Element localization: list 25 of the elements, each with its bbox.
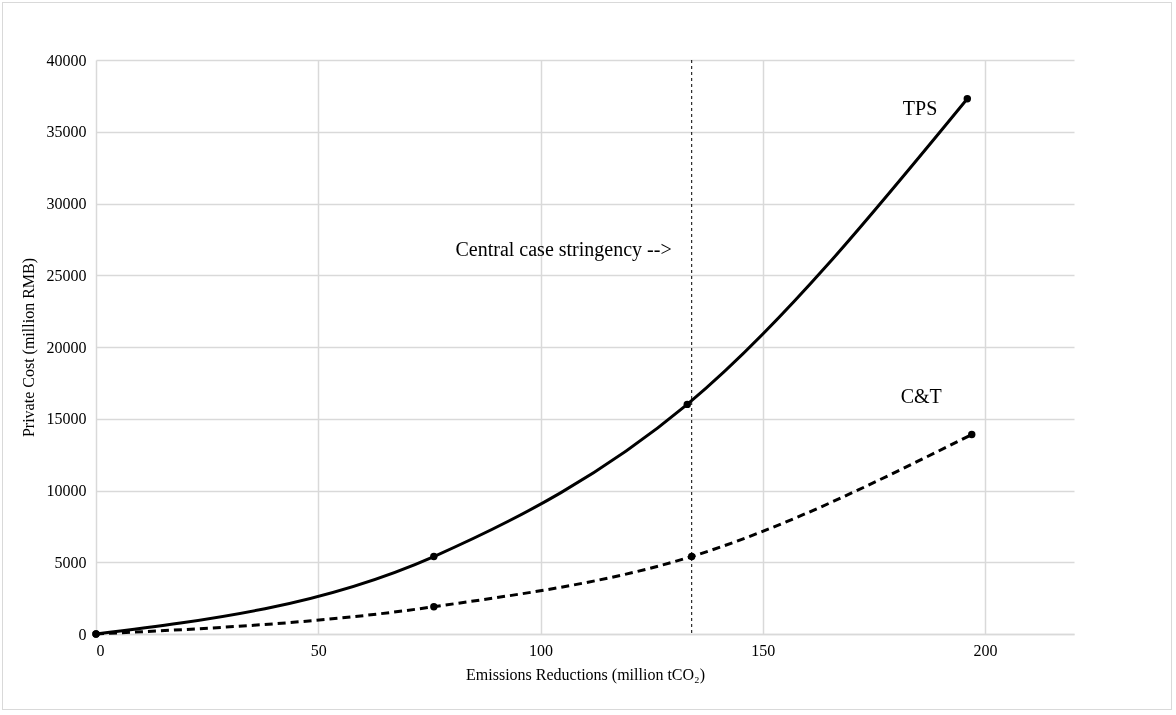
y-tick-label: 20000	[46, 338, 87, 356]
point	[687, 552, 696, 561]
point	[430, 603, 438, 611]
x-axis-title: Emissions Reductions (million tCO₂)	[466, 665, 705, 684]
series-label: TPS	[902, 96, 938, 119]
y-tick-label: 35000	[46, 123, 87, 141]
point	[430, 552, 438, 561]
series-label: C&T	[900, 384, 942, 407]
y-axis-title: Private Cost (million RMB)	[19, 257, 38, 438]
y-tick-label: 5000	[54, 553, 87, 571]
y-tick-label: 10000	[46, 482, 87, 499]
y-tick-label: 30000	[46, 195, 87, 212]
y-tick-label: 15000	[46, 410, 87, 428]
x-tick-label: 200	[973, 641, 998, 659]
x-tick-label: 150	[751, 641, 776, 659]
point	[683, 400, 691, 409]
x-tick-label: 0	[96, 641, 105, 659]
y-tick-label: 0	[78, 625, 87, 643]
y-tick-label: 40000	[46, 51, 87, 69]
y-tick-label: 25000	[46, 266, 87, 284]
ref-line-label: Central case stringency -->	[455, 238, 672, 261]
point	[968, 430, 976, 439]
x-tick-label: 100	[529, 641, 554, 659]
point	[963, 95, 972, 103]
x-tick-label: 50	[310, 641, 327, 659]
